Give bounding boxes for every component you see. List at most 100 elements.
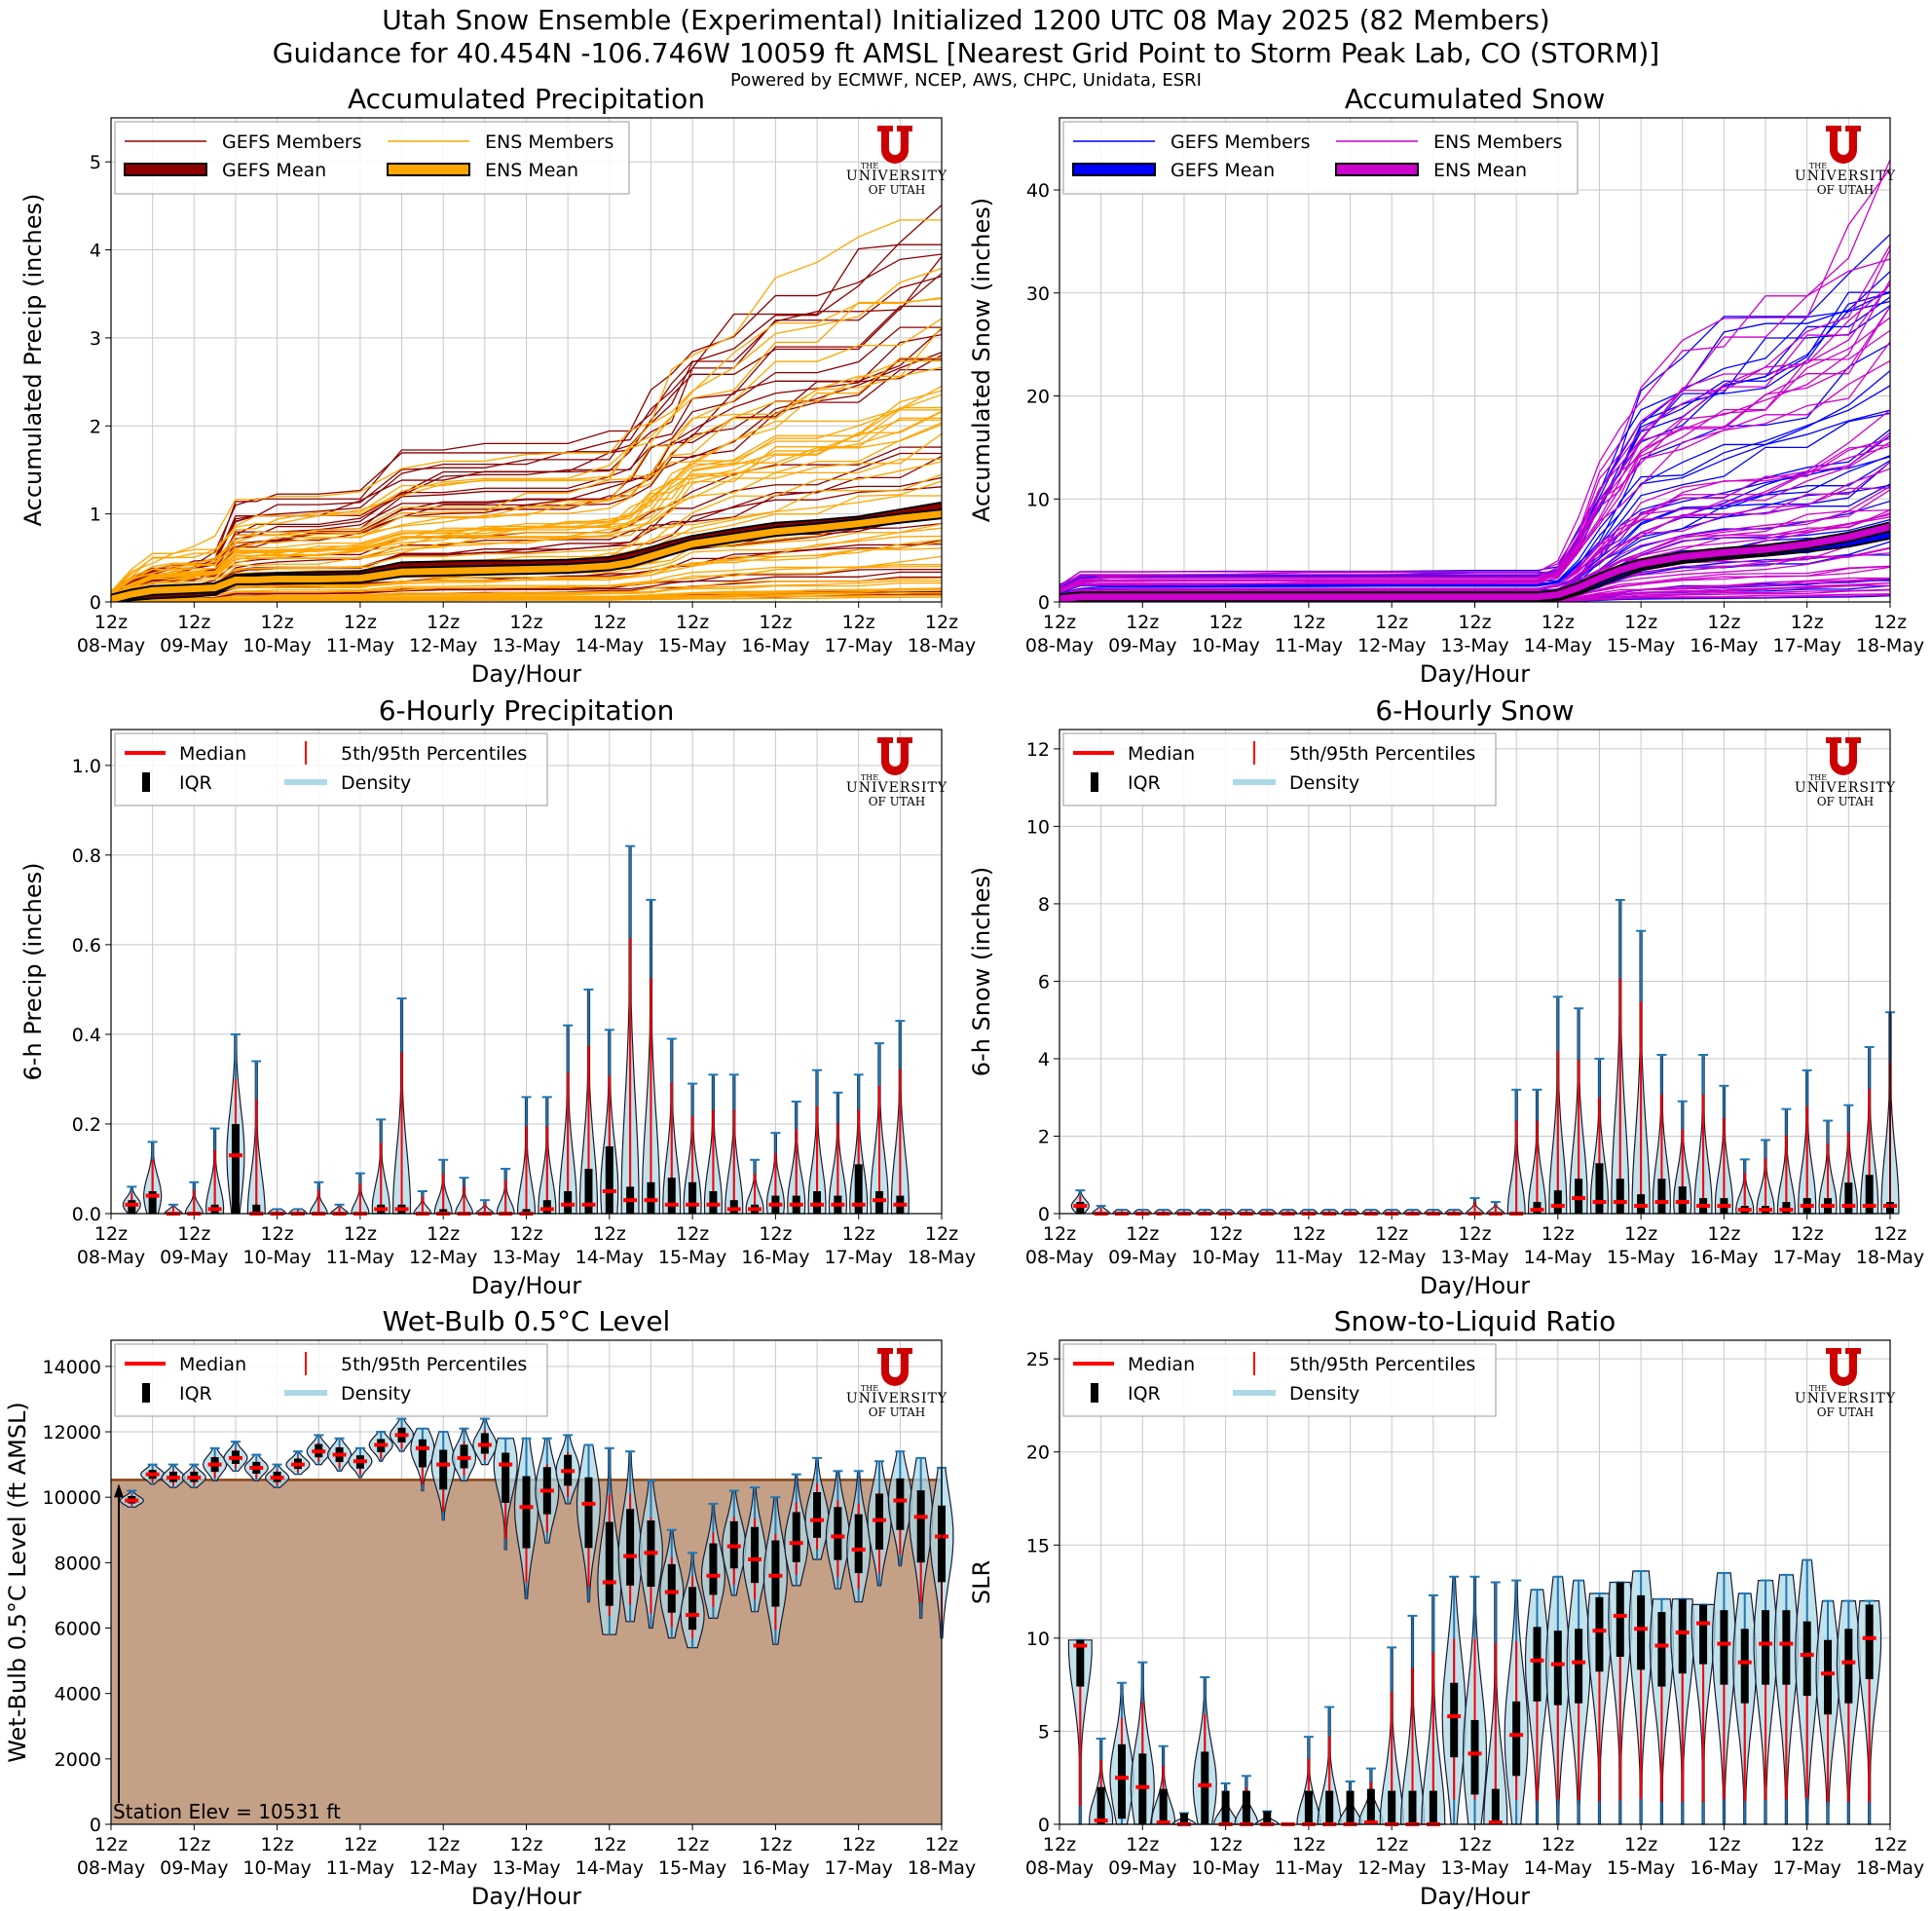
- x-axis-label: Day/Hour: [1420, 1272, 1530, 1299]
- logo-of-utah: OF UTAH: [869, 795, 926, 808]
- iqr-bar: [1782, 1610, 1791, 1685]
- iqr-bar: [771, 1540, 780, 1607]
- iqr-bar: [522, 1476, 531, 1549]
- iqr-bar: [439, 1449, 448, 1490]
- iqr-bar: [1824, 1639, 1833, 1715]
- y-axis-label: SLR: [968, 1560, 995, 1604]
- y-tick-label: 40: [1026, 180, 1050, 202]
- x-tick-hour: 12z: [1874, 1223, 1907, 1245]
- x-tick-day: 08-May: [77, 1857, 145, 1879]
- iqr-bar: [1388, 1790, 1396, 1824]
- logo-the: THE: [861, 162, 878, 170]
- y-tick-label: 0.8: [72, 845, 101, 867]
- x-tick-hour: 12z: [1126, 1834, 1159, 1855]
- ens-member-line: [1059, 431, 1890, 596]
- x-tick-hour: 12z: [1209, 1223, 1243, 1245]
- y-tick-label: 5: [90, 152, 101, 173]
- x-tick-hour: 12z: [1043, 612, 1076, 633]
- legend-label: GEFS Mean: [222, 160, 326, 181]
- legend-label: IQR: [179, 1383, 212, 1405]
- legend-iqr-swatch: [142, 772, 150, 792]
- ens-member-line: [1059, 282, 1890, 589]
- iqr-bar: [1657, 1612, 1666, 1687]
- iqr-bar: [1595, 1596, 1604, 1672]
- iqr-bar: [1263, 1811, 1272, 1824]
- iqr-bar: [1076, 1639, 1085, 1687]
- x-tick-day: 17-May: [1773, 1857, 1841, 1879]
- y-tick-label: 25: [1026, 1349, 1050, 1370]
- station-arrow-head: [114, 1483, 124, 1498]
- x-tick-day: 13-May: [1440, 635, 1508, 656]
- y-tick-label: 4: [1038, 1049, 1050, 1070]
- iqr-bar: [1408, 1790, 1417, 1824]
- gefs-member-line: [111, 352, 942, 596]
- x-tick-hour: 12z: [1043, 1223, 1076, 1245]
- legend-box: [1062, 1343, 1497, 1417]
- x-tick-hour: 12z: [1375, 1223, 1408, 1245]
- legend: Median 5th/95th Percentiles IQR Density: [1062, 732, 1497, 806]
- iqr-bar: [1595, 1163, 1604, 1214]
- x-tick-hour: 12z: [344, 1834, 377, 1855]
- iqr-bar: [896, 1478, 905, 1530]
- y-tick-label: 10: [1026, 1629, 1050, 1650]
- ens-member-line: [111, 577, 942, 602]
- x-tick-day: 18-May: [908, 1857, 976, 1879]
- panel-accum_snow: 01020304012z08-May12z09-May12z10-May12z1…: [968, 83, 1924, 688]
- x-tick-hour: 12z: [427, 1223, 460, 1245]
- iqr-bar: [1533, 1627, 1542, 1702]
- iqr-bar: [1865, 1175, 1874, 1214]
- iqr-bar: [1304, 1790, 1313, 1824]
- utah-u-icon: [877, 737, 912, 775]
- utah-u-icon: [1826, 737, 1861, 775]
- x-tick-hour: 12z: [1126, 612, 1159, 633]
- legend-label: GEFS Mean: [1170, 160, 1275, 181]
- x-axis-label: Day/Hour: [471, 1272, 581, 1299]
- iqr-bar: [667, 1178, 676, 1214]
- y-tick-label: 8: [1038, 894, 1050, 916]
- x-axis-label: Day/Hour: [1420, 660, 1530, 688]
- x-tick-hour: 12z: [177, 612, 210, 633]
- x-tick-day: 15-May: [1607, 1247, 1675, 1268]
- logo-university: UNIVERSITY: [846, 780, 947, 796]
- y-tick-label: 0: [1038, 592, 1050, 614]
- legend-label: 5th/95th Percentiles: [1289, 743, 1475, 765]
- x-tick-hour: 12z: [1624, 1834, 1657, 1855]
- y-tick-label: 0.4: [72, 1025, 101, 1046]
- x-tick-hour: 12z: [427, 612, 460, 633]
- panel-title: Snow-to-Liquid Ratio: [1334, 1305, 1616, 1337]
- legend-label: ENS Members: [1433, 131, 1562, 153]
- legend-label: Density: [1289, 1383, 1359, 1405]
- iqr-bar: [1346, 1790, 1355, 1824]
- x-tick-hour: 12z: [1458, 1834, 1491, 1855]
- iqr-bar: [148, 1190, 157, 1214]
- y-tick-label: 10: [1026, 816, 1050, 838]
- x-tick-day: 09-May: [1108, 1857, 1176, 1879]
- ens-member-line: [111, 461, 942, 599]
- iqr-bar: [1179, 1813, 1188, 1824]
- x-tick-day: 18-May: [908, 635, 976, 656]
- x-tick-hour: 12z: [344, 1223, 377, 1245]
- y-tick-label: 0: [1038, 1815, 1050, 1836]
- iqr-bar: [709, 1543, 718, 1595]
- x-tick-hour: 12z: [759, 612, 792, 633]
- x-tick-hour: 12z: [1624, 1223, 1657, 1245]
- plot-frame: [110, 729, 943, 1215]
- ens-member-line: [111, 219, 942, 592]
- y-tick-label: 15: [1026, 1535, 1050, 1556]
- iqr-bar: [751, 1526, 760, 1584]
- logo-university: UNIVERSITY: [846, 169, 947, 184]
- panel-title: 6-Hourly Snow: [1375, 694, 1574, 727]
- iqr-bar: [1553, 1190, 1562, 1214]
- iqr-bar: [1366, 1788, 1375, 1824]
- x-tick-day: 13-May: [1440, 1857, 1508, 1879]
- iqr-bar: [813, 1190, 822, 1214]
- legend-box: [1062, 732, 1497, 806]
- y-axis-label: Accumulated Precip (inches): [19, 194, 47, 527]
- legend-label: Median: [179, 1354, 246, 1375]
- x-tick-day: 09-May: [1108, 635, 1176, 656]
- ens-member-line: [111, 385, 942, 596]
- iqr-bar: [1844, 1629, 1853, 1704]
